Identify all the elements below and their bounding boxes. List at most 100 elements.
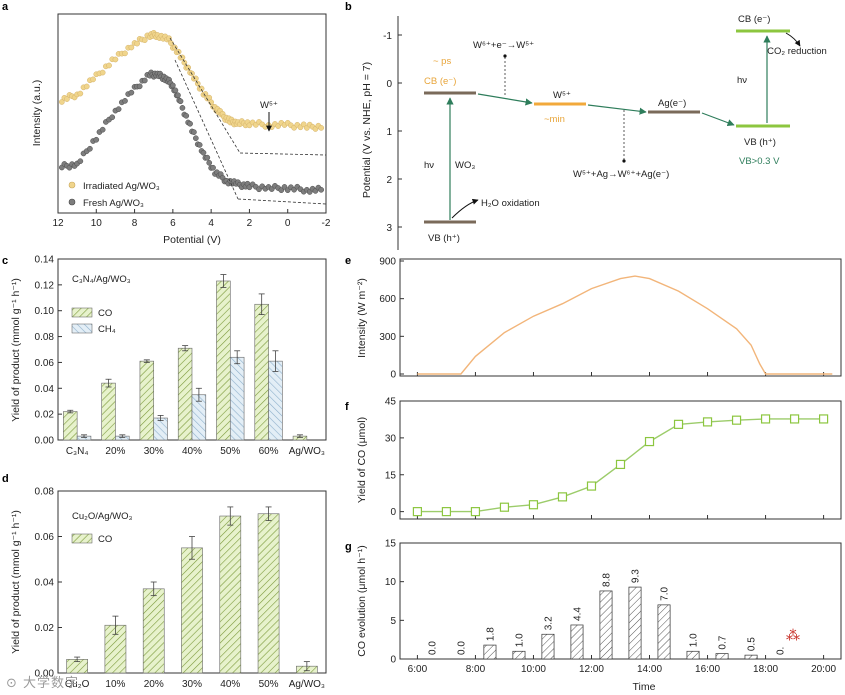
label-wo3-vb: VB (h⁺) [428,233,460,244]
fresh-data-point [179,105,186,111]
panel-c-xtick-label: 30% [144,446,164,457]
panel-d-ytick-label: 0.06 [35,532,55,543]
panel-c-ylabel: Yield of product (mmol g⁻¹ h⁻¹) [10,278,22,422]
h2o-oxidation-arrow [451,198,479,219]
panel-g-ylabel: CO evolution (μmol h⁻¹) [356,545,368,656]
panel-c-ytick-label: 0.04 [35,384,55,395]
fresh-data-point [187,120,193,127]
fresh-data-point [141,77,148,84]
panel-f-ytick-label: 15 [385,470,397,481]
fresh-data-point [206,159,213,166]
panel-c-legend-ch4: CH₄ [98,324,116,335]
panel-d-xtick-label: Ag/WO₃ [289,679,325,690]
panel-a-guide-3 [174,59,239,200]
panel-g-data-label: 1.0 [689,633,700,647]
panel-g-bar [657,604,671,660]
fresh-data-point [115,106,122,113]
co2-reduction-arrow [785,32,801,47]
panel-b-ytick-label: 0 [386,79,392,90]
panel-a-xlabel: Potential (V) [163,234,221,246]
panel-g-data-label: 1.0 [514,633,525,647]
panel-f-ytick-label: 45 [385,397,397,408]
panel-g-data-label: 3.2 [543,616,554,630]
fresh-data-point [93,136,100,143]
panel-a-xtick-label: 6 [170,218,176,229]
panel-g-data-label: 8.8 [601,573,612,587]
panel-c-legend-swatch-ch4 [71,323,93,334]
panel-c-ytick-label: 0.14 [35,255,55,266]
fresh-data-point [318,186,325,193]
irradiated-data-point [90,76,96,83]
fresh-data-point [177,98,184,105]
panel-f-ylabel: Yield of CO (μmol) [356,417,368,503]
panel-g-xlabel: Time [633,681,656,693]
panel-d-ytick-label: 0.04 [35,578,55,589]
panel-d-bar-co [142,588,165,674]
panel-b-ytick-label: 3 [386,223,392,234]
panel-d-xtick-label: 20% [144,679,164,690]
panel-c-bar-ch4 [229,356,245,441]
panel-a-xtick-label: 2 [247,218,253,229]
panel-letter-c: c [2,255,8,267]
panel-c-bar-co [101,382,116,441]
panel-c-bar-co [216,280,231,441]
panel-e-ytick-label: 900 [379,257,396,268]
label-wo3-cb: CB (e⁻) [424,76,456,87]
panel-c-bar-chart: Yield of product (mmol g⁻¹ h⁻¹) 0.00 0.02… [10,255,327,457]
panel-g-xtick-label: 6:00 [408,664,428,675]
irradiated-data-point [64,96,70,102]
irradiated-data-point [166,35,172,42]
panel-f-data-point [818,414,829,424]
irradiated-data-point [77,90,84,97]
panel-letter-f: f [345,401,349,413]
irradiated-data-point [192,75,199,82]
fresh-data-point [192,135,199,142]
fresh-data-point [170,82,176,89]
panel-f-data-point [673,419,684,429]
fresh-data-point [191,129,197,135]
fresh-data-point [172,87,179,94]
w5-top-callout-dot [503,54,507,58]
panel-c-bar-co [177,347,193,441]
panel-g-data-label: 1.8 [485,627,496,641]
panel-g-co-evolution: CO evolution (μmol h⁻¹) Time 0 5 10 15 6:00 8… [356,539,842,693]
panel-e-ytick-label: 0 [390,370,396,381]
panel-c-bar-ch4 [268,360,283,441]
panel-a-spectrum: Intensity (a.u.) Potential (V) 12 10 8 6 4 2 0… [31,13,331,246]
panel-c-legend-swatch-co [71,307,93,318]
irradiated-data-point [112,56,119,63]
panel-letter-e: e [345,255,351,267]
irradiated-data-point [134,40,140,47]
panel-g-xtick-label: 16:00 [695,664,720,675]
fresh-data-point [128,89,135,96]
panel-g-data-label: 0.0 [427,641,438,655]
panel-e-frame [399,258,842,377]
legend-marker-irradiated [68,181,76,189]
panel-f-data-point [644,436,655,447]
panel-g-data-label: 0.7 [718,635,729,649]
irradiated-data-point [58,99,65,105]
panel-c-xtick-label: Ag/WO₃ [289,446,325,457]
panel-g-xtick-label: 20:00 [811,664,836,675]
panel-d-ytick-label: 0.08 [35,487,55,498]
panel-d-bar-chart: Yield of product (mmol g⁻¹ h⁻¹) 0.00 0.02… [10,487,327,690]
fresh-data-point [136,83,143,90]
panel-c-bar-co [254,303,269,441]
panel-f-data-point [557,492,568,502]
panel-g-bar [483,644,497,660]
legend-label-irradiated: Irradiated Ag/WO₃ [83,181,160,192]
fresh-data-point [200,149,207,156]
panel-f-co-yield: Yield of CO (μmol) 0 15 30 45 [356,397,842,520]
fresh-data-point [210,164,216,171]
panel-g-xtick-label: 14:00 [637,664,662,675]
panel-g-xtick-label: 8:00 [466,664,486,675]
panel-d-xtick-label: 10% [105,679,125,690]
panel-a-xtick-label: 8 [132,218,138,229]
panel-a-guide-2 [239,152,327,156]
panel-a-guide-1 [169,37,241,154]
w5-to-ag-arrow [587,104,647,115]
panel-g-ytick-label: 5 [390,616,396,627]
panel-f-ytick-label: 30 [385,433,397,444]
panel-c-ytick-label: 0.02 [35,410,55,421]
irradiated-data-point [300,121,307,128]
